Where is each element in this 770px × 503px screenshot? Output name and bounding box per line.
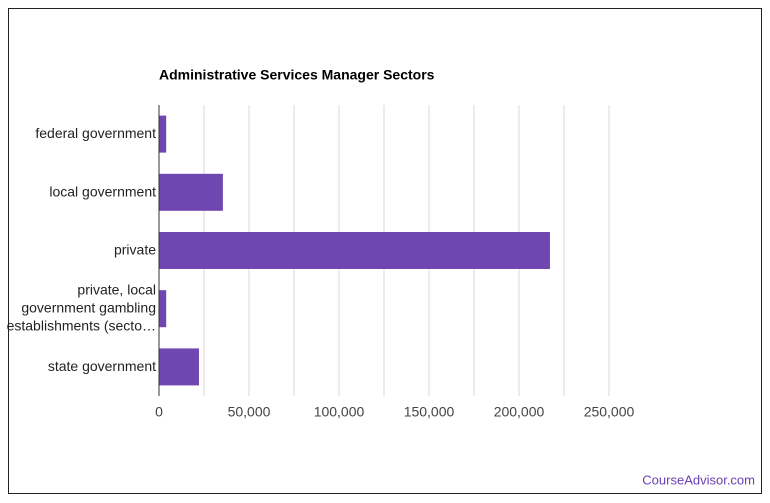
bar xyxy=(159,290,167,328)
y-tick-label: local government xyxy=(49,183,156,199)
x-tick-label: 0 xyxy=(155,404,163,420)
chart-title: Administrative Services Manager Sectors xyxy=(159,67,435,83)
x-tick-label: 150,000 xyxy=(404,404,455,420)
source-link[interactable]: CourseAdvisor.com xyxy=(642,472,755,487)
x-tick-label: 50,000 xyxy=(228,404,271,420)
y-tick-label: state government xyxy=(48,358,156,374)
x-tick-label: 200,000 xyxy=(494,404,545,420)
bar xyxy=(159,173,223,211)
bar xyxy=(159,348,199,386)
y-tick-label: federal government xyxy=(35,125,156,141)
x-tick-label: 100,000 xyxy=(314,404,365,420)
y-tick-label: private xyxy=(114,241,156,257)
bar xyxy=(159,115,167,153)
bar xyxy=(159,232,550,269)
x-tick-label: 250,000 xyxy=(584,404,635,420)
y-tick-label: private, local government gambling establi… xyxy=(7,281,156,333)
